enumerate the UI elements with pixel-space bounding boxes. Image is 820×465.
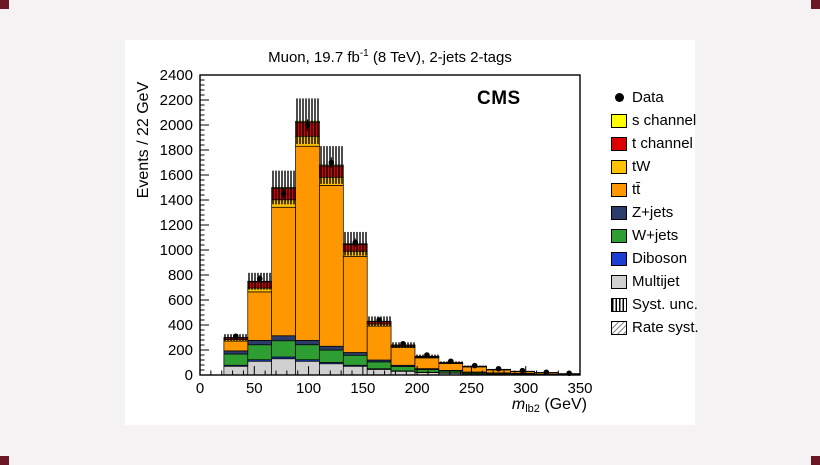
svg-text:0: 0: [196, 380, 204, 397]
corner-marker: [0, 456, 9, 465]
plot-title-prefix: Muon, 19.7 fb: [268, 49, 360, 66]
corner-marker: [811, 0, 820, 9]
legend-label: Multijet: [632, 273, 680, 290]
plot-title-suffix: (8 TeV), 2-jets 2-tags: [368, 49, 512, 66]
corner-marker: [0, 0, 9, 9]
svg-text:1800: 1800: [160, 142, 193, 159]
svg-text:2200: 2200: [160, 92, 193, 109]
corner-marker: [811, 456, 820, 465]
legend-label: t channel: [632, 135, 693, 152]
x-axis-units: (GeV): [539, 396, 587, 413]
svg-text:1000: 1000: [160, 242, 193, 259]
legend-label: Z+jets: [632, 204, 674, 221]
legend-label: Data: [632, 89, 664, 106]
legend-item: t channel: [611, 132, 695, 155]
color-swatch-icon: [611, 182, 627, 197]
legend-item: s channel: [611, 109, 697, 132]
svg-text:200: 200: [405, 380, 430, 397]
x-axis-variable: m: [511, 396, 526, 413]
legend-item: Data: [611, 86, 695, 109]
svg-text:0: 0: [185, 367, 193, 384]
svg-text:150: 150: [350, 380, 375, 397]
legend-item: Z+jets: [611, 201, 695, 224]
legend-label: Rate syst.: [632, 319, 699, 336]
y-axis-title: Events / 22 GeV: [135, 81, 152, 199]
axis-ticks: [199, 74, 581, 376]
legend-item: Rate syst.: [611, 316, 699, 339]
legend-item: Diboson: [611, 247, 695, 270]
hatch-dense-swatch-icon: [611, 297, 627, 312]
legend-label: Diboson: [632, 250, 688, 267]
svg-text:350: 350: [567, 380, 592, 397]
svg-text:1600: 1600: [160, 167, 193, 184]
svg-text:300: 300: [513, 380, 538, 397]
svg-text:2400: 2400: [160, 67, 193, 84]
color-swatch-icon: [611, 251, 627, 266]
legend-item: Multijet: [611, 270, 695, 293]
svg-text:200: 200: [168, 342, 193, 359]
legend-item: tt̄: [611, 178, 695, 201]
experiment-label: CMS: [477, 88, 521, 109]
svg-text:600: 600: [168, 292, 193, 309]
svg-text:250: 250: [459, 380, 484, 397]
plot-panel: 0 50 100 150 200 250 300 350 0 200 400 600 800 1000 12…: [125, 40, 699, 425]
legend-label: s channel: [632, 112, 697, 129]
legend-item: tW: [611, 155, 695, 178]
x-axis-title: mlb2 (GeV): [425, 396, 587, 415]
stacked-bars: [223, 120, 581, 376]
svg-text:400: 400: [168, 317, 193, 334]
hatch-light-swatch-icon: [611, 320, 627, 335]
x-axis-subscript: lb2: [525, 403, 540, 415]
color-swatch-icon: [611, 113, 627, 128]
color-swatch-icon: [611, 274, 627, 289]
legend-item: Syst. unc.: [611, 293, 698, 316]
color-swatch-icon: [611, 136, 627, 151]
svg-text:800: 800: [168, 267, 193, 284]
legend: Data s channel t channel tW tt̄ Z+jets W+jets D…: [611, 86, 699, 339]
color-swatch-icon: [611, 205, 627, 220]
svg-text:1200: 1200: [160, 217, 193, 234]
color-swatch-icon: [611, 228, 627, 243]
color-swatch-icon: [611, 159, 627, 174]
legend-label: tt̄: [632, 181, 641, 198]
legend-label: Syst. unc.: [632, 296, 698, 313]
svg-text:2000: 2000: [160, 117, 193, 134]
legend-label: W+jets: [632, 227, 679, 244]
plot-title-superscript: -1: [359, 48, 369, 59]
plot-svg: 0 50 100 150 200 250 300 350 0 200 400 600 800 1000 12…: [160, 67, 593, 397]
svg-text:100: 100: [296, 380, 321, 397]
legend-label: tW: [632, 158, 651, 175]
axis-tick-labels: 0 50 100 150 200 250 300 350 0 200 400 600 800 1000 12…: [160, 67, 593, 397]
legend-item: W+jets: [611, 224, 695, 247]
plot-title: Muon, 19.7 fb-1 (8 TeV), 2-jets 2-tags: [200, 48, 580, 66]
svg-text:1400: 1400: [160, 192, 193, 209]
data-marker-icon: [611, 91, 627, 105]
svg-text:50: 50: [246, 380, 263, 397]
